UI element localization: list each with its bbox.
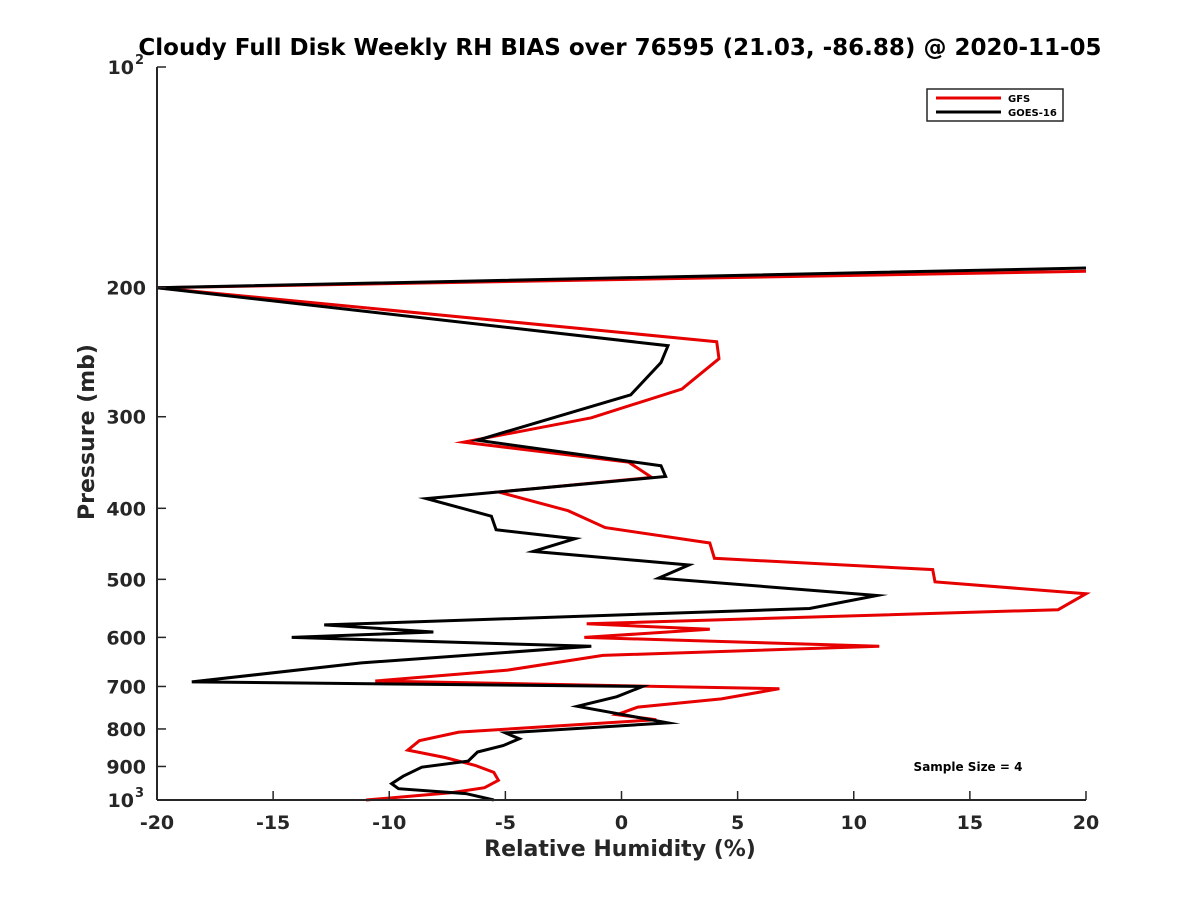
y-axis-label: Pressure (mb) bbox=[75, 344, 100, 520]
x-axis-label: Relative Humidity (%) bbox=[484, 837, 756, 862]
chart-title: Cloudy Full Disk Weekly RH BIAS over 765… bbox=[138, 35, 1101, 61]
x-tick-label: 0 bbox=[615, 812, 628, 834]
y-tick-label: 800 bbox=[106, 719, 146, 741]
legend: GFS GOES-16 bbox=[926, 88, 1064, 122]
y-tick-label: 600 bbox=[106, 627, 146, 649]
x-tick-label: 15 bbox=[957, 812, 983, 834]
legend-label-goes-16: GOES-16 bbox=[1008, 108, 1057, 119]
y-tick-label: 200 bbox=[106, 278, 146, 300]
x-tick-label: 20 bbox=[1073, 812, 1099, 834]
x-tick-label: -5 bbox=[495, 812, 516, 834]
y-tick-label: 400 bbox=[106, 498, 146, 520]
x-tick-label: -15 bbox=[256, 812, 290, 834]
y-tick-label-base: 10 bbox=[108, 57, 134, 79]
y-tick-label: 300 bbox=[106, 407, 146, 429]
legend-box bbox=[926, 88, 1064, 122]
y-tick-label: 500 bbox=[106, 569, 146, 591]
series-line-gfs bbox=[156, 269, 1091, 802]
y-tick-label: 900 bbox=[106, 756, 146, 778]
x-tick-label: 10 bbox=[841, 812, 867, 834]
y-tick-label-base: 10 bbox=[108, 790, 134, 812]
legend-label-gfs: GFS bbox=[1008, 94, 1030, 105]
series-line-goes-16 bbox=[156, 266, 1087, 802]
y-tick-label-power: 10 3 bbox=[108, 786, 145, 812]
plot-area bbox=[156, 266, 1091, 802]
x-tick-label: -20 bbox=[140, 812, 174, 834]
x-tick-label: 5 bbox=[731, 812, 744, 834]
y-tick-label-exponent: 2 bbox=[135, 53, 144, 68]
x-tick-label: -10 bbox=[372, 812, 406, 834]
sample-size-annotation: Sample Size = 4 bbox=[914, 760, 1023, 774]
y-tick-label: 700 bbox=[106, 676, 146, 698]
y-tick-label-power: 10 2 bbox=[108, 53, 145, 79]
y-tick-label-exponent: 3 bbox=[135, 786, 144, 801]
